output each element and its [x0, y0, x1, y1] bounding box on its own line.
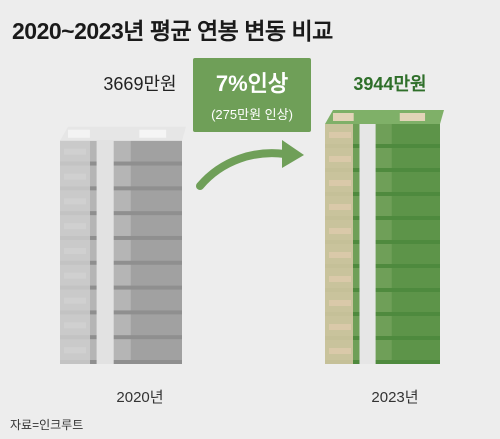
- increase-percent: 7%인상: [215, 71, 289, 96]
- value-label-2023: 3944만원: [353, 74, 427, 94]
- stack-band: [96, 140, 114, 364]
- chart-title: 2020~2023년 평균 연봉 변동 비교: [12, 18, 333, 44]
- stack-layer-line: [325, 264, 440, 268]
- stack-top-label: [399, 113, 426, 121]
- money-stacks: [60, 110, 444, 364]
- stack-top-label-left: [333, 113, 354, 121]
- stack-layer-line: [60, 186, 182, 191]
- stack-layer-line: [60, 285, 182, 290]
- stack-layer-line: [325, 360, 440, 364]
- stack-layer-line: [325, 288, 440, 292]
- stack-layer-line: [325, 240, 440, 244]
- stack-top-label: [139, 129, 167, 138]
- stack-layer-line: [325, 336, 440, 340]
- category-label-2020: 2020년: [116, 389, 164, 406]
- stack-layer-line: [325, 192, 440, 196]
- stack-layer-line: [60, 360, 182, 364]
- stack-layer-line: [325, 216, 440, 220]
- stack-shade: [391, 124, 440, 364]
- stack-layer-line: [60, 260, 182, 265]
- stack-layer-line: [60, 235, 182, 240]
- stack-band: [359, 124, 376, 364]
- arrow-head-icon: [282, 140, 304, 168]
- stack-side-tan: [325, 124, 353, 364]
- category-label-2023: 2023년: [371, 389, 419, 406]
- value-label-2020: 3669만원: [103, 74, 177, 94]
- increase-amount: (275만원 인상): [211, 107, 293, 122]
- stack-side-light: [60, 140, 90, 364]
- stack-shade: [130, 140, 182, 364]
- stack-layer-line: [60, 335, 182, 340]
- increase-badge: 7%인상 (275만원 인상): [193, 58, 311, 132]
- stack-layer-line: [60, 310, 182, 315]
- stack-layer-line: [325, 168, 440, 172]
- stack-layer-line: [60, 211, 182, 216]
- arrow-icon: [196, 149, 289, 190]
- source-note: 자료=인크루트: [10, 418, 84, 432]
- stack-layer-line: [325, 312, 440, 316]
- stack-top-label-left: [68, 129, 90, 138]
- stack-layer-line: [60, 161, 182, 166]
- stack-layer-line: [325, 144, 440, 148]
